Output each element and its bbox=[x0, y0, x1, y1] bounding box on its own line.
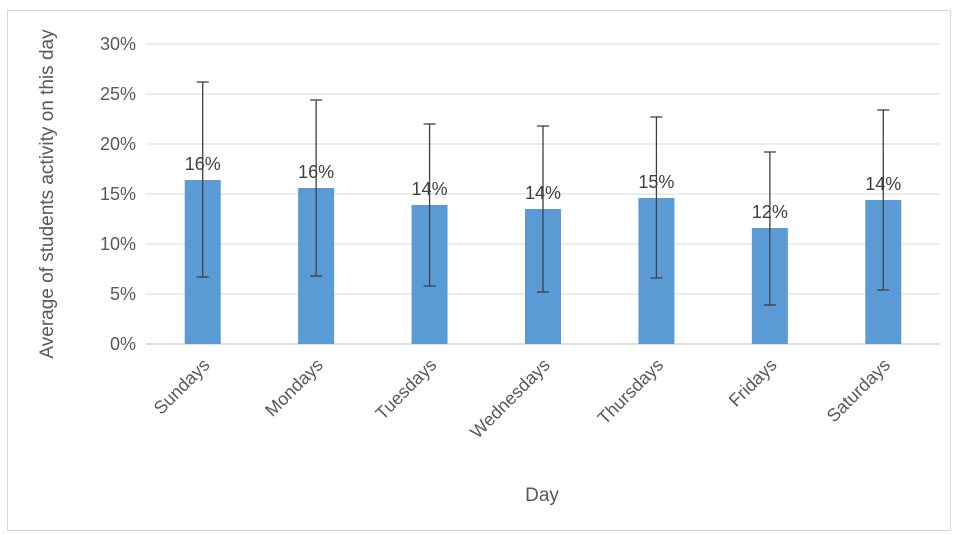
y-tick-label: 30% bbox=[100, 34, 136, 54]
x-tick-label: Wednesdays bbox=[466, 355, 553, 442]
y-axis-title: Average of students activity on this day bbox=[37, 29, 58, 359]
y-tick-label: 10% bbox=[100, 234, 136, 254]
y-tick-label: 0% bbox=[110, 334, 136, 354]
data-label: 14% bbox=[525, 183, 561, 203]
x-tick-label: Thursdays bbox=[594, 355, 668, 429]
data-label: 15% bbox=[638, 172, 674, 192]
y-tick-label: 5% bbox=[110, 284, 136, 304]
x-tick-label: Fridays bbox=[725, 355, 781, 411]
data-label: 12% bbox=[752, 202, 788, 222]
y-tick-label: 25% bbox=[100, 84, 136, 104]
x-axis-title: Day bbox=[525, 485, 559, 506]
data-label: 16% bbox=[298, 162, 334, 182]
x-tick-label: Saturdays bbox=[823, 355, 894, 426]
x-tick-label: Mondays bbox=[261, 355, 327, 421]
y-tick-label: 15% bbox=[100, 184, 136, 204]
x-tick-label: Sundays bbox=[150, 355, 214, 419]
data-label: 14% bbox=[865, 174, 901, 194]
data-label: 14% bbox=[412, 179, 448, 199]
y-tick-label: 20% bbox=[100, 134, 136, 154]
x-axis-ticks: Sundays Mondays Tuesdays Wednesdays Thursday… bbox=[150, 355, 894, 442]
x-tick-label: Tuesdays bbox=[372, 355, 441, 424]
y-axis-ticks: 0% 5% 10% 15% 20% 25% 30% bbox=[100, 34, 136, 354]
data-label: 16% bbox=[185, 154, 221, 174]
